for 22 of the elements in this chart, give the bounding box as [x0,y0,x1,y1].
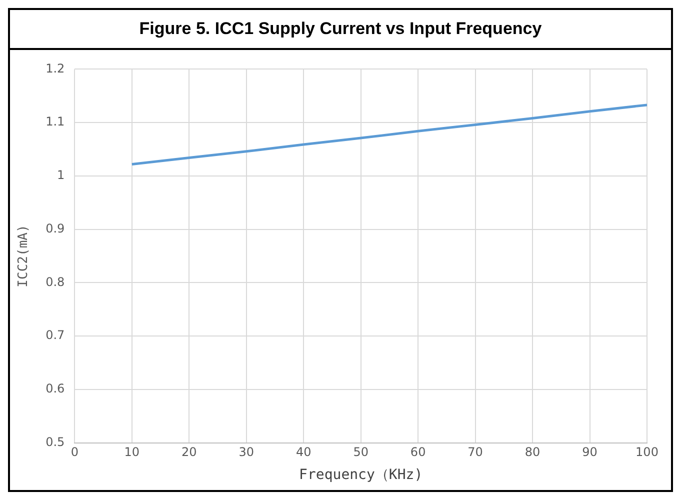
x-tick-label: 60 [410,445,426,460]
y-tick-label: 1.2 [46,61,65,76]
y-tick-label: 0.7 [46,328,65,342]
chart-title: Figure 5. ICC1 Supply Current vs Input Frequency [10,10,671,50]
x-tick-label: 20 [182,445,197,460]
x-tick-label: 80 [524,445,540,460]
x-tick-label: 30 [238,445,254,460]
x-tick-label: 90 [582,445,598,460]
y-tick-label: 0.9 [46,221,65,236]
x-tick-label: 50 [353,445,368,460]
y-axis-title: ICC2(mA) [16,224,32,288]
y-tick-label: 1 [57,168,65,182]
x-tick-label: 70 [468,445,483,460]
x-axis-title: Frequency（KHz) [299,467,423,484]
y-tick-label: 1.1 [46,114,65,129]
y-tick-label: 0.6 [46,382,65,396]
x-tick-label: 10 [124,445,140,460]
x-tick-label: 0 [70,445,79,460]
x-tick-label: 40 [296,445,312,460]
y-tick-label: 0.5 [46,434,65,449]
x-tick-label: 100 [636,445,658,460]
y-tick-label: 0.8 [46,274,65,289]
